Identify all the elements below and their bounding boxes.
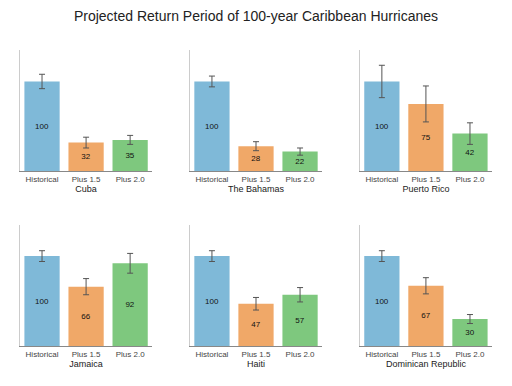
svg-text:Historical: Historical bbox=[195, 175, 228, 184]
svg-text:Dominican Republic: Dominican Republic bbox=[386, 359, 467, 369]
svg-text:Plus 2.0: Plus 2.0 bbox=[116, 350, 145, 359]
svg-text:100: 100 bbox=[205, 297, 219, 306]
svg-text:42: 42 bbox=[465, 148, 474, 157]
svg-text:35: 35 bbox=[125, 151, 134, 160]
svg-text:Cuba: Cuba bbox=[75, 184, 97, 194]
svg-text:30: 30 bbox=[465, 328, 474, 337]
svg-text:Historical: Historical bbox=[365, 175, 398, 184]
svg-text:Puerto Rico: Puerto Rico bbox=[402, 184, 449, 194]
svg-text:Projected Return Period of 100: Projected Return Period of 100-year Cari… bbox=[74, 8, 438, 24]
svg-text:67: 67 bbox=[421, 311, 430, 320]
svg-text:Plus 2.0: Plus 2.0 bbox=[456, 175, 485, 184]
svg-text:Plus 1.5: Plus 1.5 bbox=[72, 175, 101, 184]
svg-text:Historical: Historical bbox=[26, 175, 59, 184]
svg-text:57: 57 bbox=[295, 316, 304, 325]
svg-text:Historical: Historical bbox=[195, 350, 228, 359]
svg-text:Plus 1.5: Plus 1.5 bbox=[72, 350, 101, 359]
svg-text:100: 100 bbox=[35, 122, 49, 131]
svg-text:Plus 2.0: Plus 2.0 bbox=[286, 175, 315, 184]
svg-text:The Bahamas: The Bahamas bbox=[228, 184, 285, 194]
svg-text:Historical: Historical bbox=[26, 350, 59, 359]
svg-text:Plus 1.5: Plus 1.5 bbox=[242, 175, 271, 184]
svg-text:32: 32 bbox=[81, 152, 90, 161]
svg-text:22: 22 bbox=[295, 157, 304, 166]
svg-text:75: 75 bbox=[421, 133, 430, 142]
svg-text:Plus 1.5: Plus 1.5 bbox=[411, 175, 440, 184]
svg-text:100: 100 bbox=[375, 122, 389, 131]
svg-text:Plus 1.5: Plus 1.5 bbox=[411, 350, 440, 359]
svg-text:47: 47 bbox=[251, 320, 260, 329]
svg-text:100: 100 bbox=[205, 122, 219, 131]
svg-text:Plus 1.5: Plus 1.5 bbox=[242, 350, 271, 359]
svg-text:Haiti: Haiti bbox=[247, 359, 265, 369]
svg-text:28: 28 bbox=[251, 154, 260, 163]
svg-text:Plus 2.0: Plus 2.0 bbox=[456, 350, 485, 359]
svg-text:Plus 2.0: Plus 2.0 bbox=[116, 175, 145, 184]
svg-text:100: 100 bbox=[375, 297, 389, 306]
svg-text:92: 92 bbox=[125, 300, 134, 309]
svg-text:Historical: Historical bbox=[365, 350, 398, 359]
svg-text:Plus 2.0: Plus 2.0 bbox=[286, 350, 315, 359]
svg-text:Jamaica: Jamaica bbox=[69, 359, 103, 369]
svg-text:66: 66 bbox=[81, 312, 90, 321]
svg-text:100: 100 bbox=[35, 297, 49, 306]
